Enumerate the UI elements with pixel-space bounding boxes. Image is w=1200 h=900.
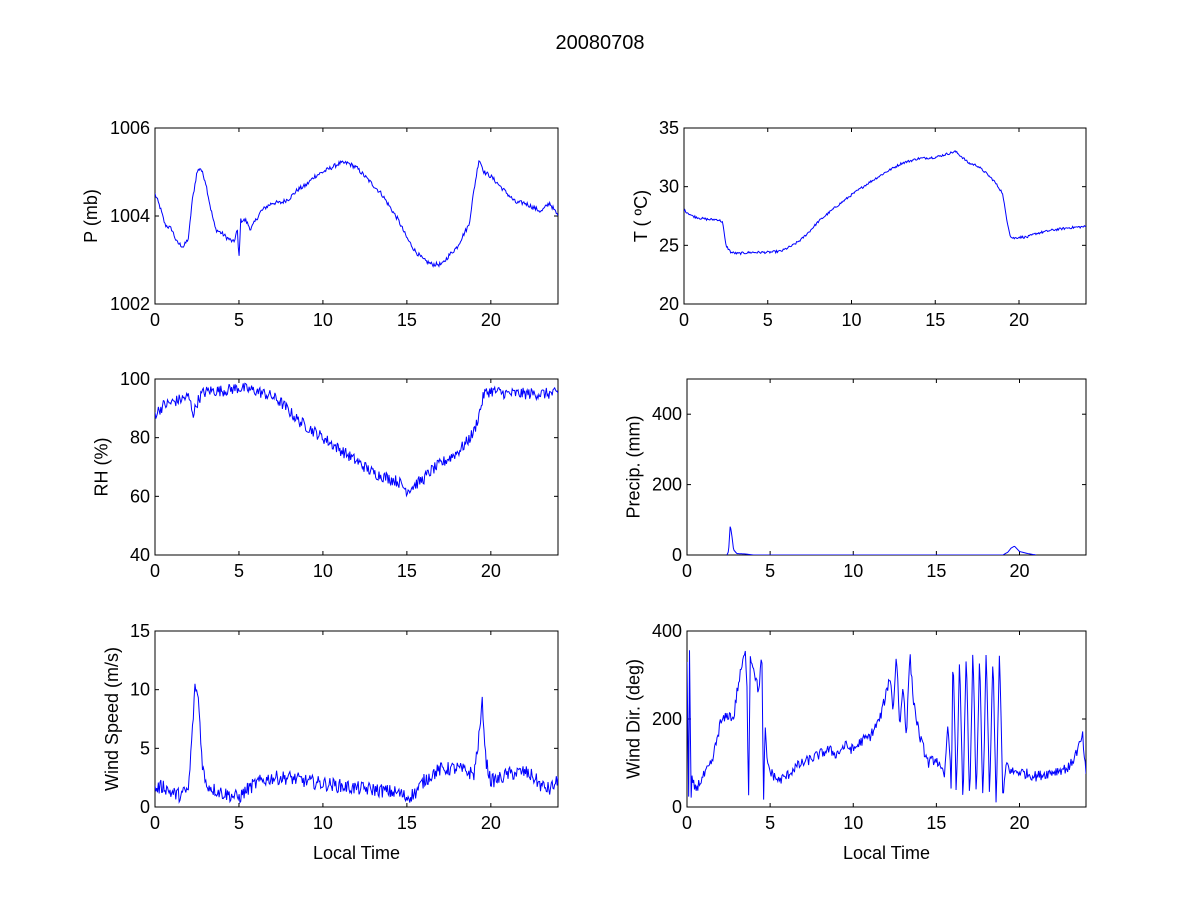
y-tick-label: 25 [659, 235, 679, 255]
series-line-humidity [155, 382, 558, 498]
y-tick-label: 60 [130, 486, 150, 506]
x-tick-label: 10 [313, 310, 333, 330]
y-tick-label: 1002 [110, 294, 150, 314]
x-tick-label: 15 [397, 813, 417, 833]
x-tick-label: 10 [841, 310, 861, 330]
series-line-pressure [155, 160, 558, 268]
x-tick-label: 10 [843, 561, 863, 581]
y-tick-label: 80 [130, 428, 150, 448]
series-line-wind-speed [155, 683, 558, 804]
x-tick-label: 5 [234, 310, 244, 330]
x-tick-label: 20 [1009, 561, 1029, 581]
x-tick-label: 0 [682, 561, 692, 581]
x-tick-label: 15 [925, 310, 945, 330]
x-tick-label: 20 [1009, 813, 1029, 833]
axes-frame-temperature [683, 127, 1087, 305]
x-tick-label: 0 [150, 561, 160, 581]
y-tick-label: 0 [140, 797, 150, 817]
y-tick-label: 35 [659, 118, 679, 138]
subplot-wind-speed: 0 5 10 15 20 0 5 10 15 Wind Speed (m/s) Local Time [102, 621, 559, 863]
x-tick-label: 0 [682, 813, 692, 833]
y-tick-label: 200 [652, 709, 682, 729]
subplot-pressure: 0 5 10 15 20 1002 1004 1006 P (mb) [81, 118, 559, 330]
y-tick-label: 5 [140, 738, 150, 758]
x-tick-label: 15 [397, 561, 417, 581]
x-tick-label: 10 [313, 813, 333, 833]
x-tick-label: 10 [313, 561, 333, 581]
x-tick-label: 0 [679, 310, 689, 330]
x-tick-label: 5 [765, 561, 775, 581]
x-tick-label: 20 [1009, 310, 1029, 330]
x-tick-label: 15 [926, 561, 946, 581]
y-axis-label-precip: Precip. (mm) [624, 416, 644, 519]
y-tick-label: 10 [130, 680, 150, 700]
series-line-wind-dir [687, 650, 1086, 803]
y-tick-label: 30 [659, 177, 679, 197]
y-axis-label-humidity: RH (%) [92, 438, 112, 497]
figure-title: 20080708 [555, 32, 645, 54]
subplot-temperature: 0 5 10 15 20 20 25 30 35 T ( ºC) [631, 118, 1087, 330]
x-axis-label-wind-dir: Local Time [843, 843, 930, 863]
x-tick-label: 15 [926, 813, 946, 833]
y-tick-label: 0 [672, 797, 682, 817]
x-tick-label: 0 [150, 813, 160, 833]
y-tick-label: 1004 [110, 206, 150, 226]
axes-frame-wind-speed [154, 630, 559, 808]
x-tick-label: 20 [481, 310, 501, 330]
x-axis-label-wind-speed: Local Time [313, 843, 400, 863]
x-tick-label: 5 [763, 310, 773, 330]
x-tick-label: 5 [765, 813, 775, 833]
y-tick-label: 400 [652, 621, 682, 641]
y-tick-label: 1006 [110, 118, 150, 138]
x-tick-label: 10 [843, 813, 863, 833]
y-tick-label: 200 [652, 475, 682, 495]
y-axis-label-wind-dir: Wind Dir. (deg) [624, 659, 644, 779]
x-tick-label: 15 [397, 310, 417, 330]
y-tick-label: 15 [130, 621, 150, 641]
y-tick-label: 400 [652, 404, 682, 424]
y-axis-label-temperature: T ( ºC) [631, 190, 651, 242]
axes-frame-precip [686, 378, 1087, 556]
y-tick-label: 100 [120, 369, 150, 389]
y-tick-label: 40 [130, 545, 150, 565]
axes-frame-wind-dir [686, 630, 1087, 808]
axes-frame-humidity [154, 378, 559, 556]
x-tick-label: 5 [234, 813, 244, 833]
x-tick-label: 20 [481, 561, 501, 581]
subplot-humidity: 0 5 10 15 20 40 60 80 100 RH (%) [92, 369, 559, 581]
x-tick-label: 20 [481, 813, 501, 833]
y-tick-label: 0 [672, 545, 682, 565]
series-line-temperature [684, 149, 1086, 256]
y-axis-label-wind-speed: Wind Speed (m/s) [102, 647, 122, 791]
x-tick-label: 5 [234, 561, 244, 581]
axes-frame-pressure [154, 127, 559, 305]
x-tick-label: 0 [150, 310, 160, 330]
y-tick-label: 20 [659, 294, 679, 314]
y-axis-label-pressure: P (mb) [81, 189, 101, 243]
